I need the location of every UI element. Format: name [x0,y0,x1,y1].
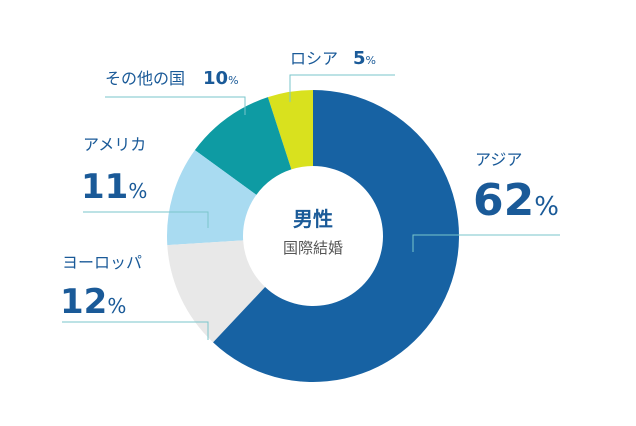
leader-line [83,211,209,228]
leader-line [289,74,395,102]
slice-label: その他の国 [105,69,185,88]
value-label: 11% [81,167,147,207]
center-subtitle: 国際結婚 [283,239,343,257]
slice-label: ロシア [290,49,338,68]
slice-label: アジア [475,150,522,169]
slice-label: アメリカ [83,135,146,154]
leader-line [62,321,209,340]
leader-line [412,234,560,252]
donut-slice [167,150,257,246]
leader-line [105,96,246,115]
value-label: 62% [473,175,559,226]
donut-slice [213,90,459,382]
donut-slice [167,240,266,343]
value-label: 10% [203,68,239,89]
slice-label: ヨーロッパ [62,253,142,272]
center-title: 男性 [293,207,333,231]
value-label: 5% [353,48,376,69]
value-label: 12% [60,282,126,322]
donut-slice [267,90,313,170]
donut-slice [194,97,292,195]
